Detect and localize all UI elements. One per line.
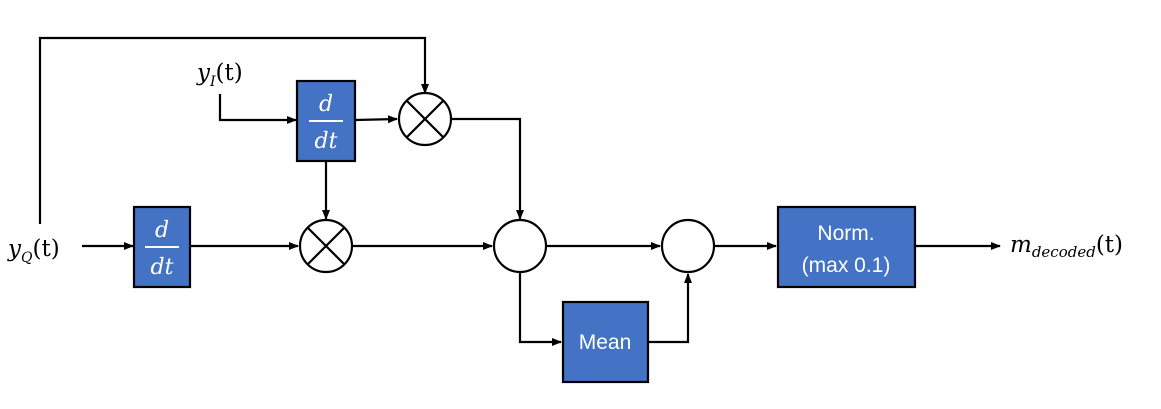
wire-mean-to-sum2 [648,273,692,344]
deriv-top-numerator: d [319,92,333,117]
wire-mult-top-to-sum [452,117,524,220]
deriv-bottom-numerator: d [155,218,169,243]
derivative-block-top: d dt [295,79,357,163]
mean-label: Mean [579,331,632,354]
output-label: mdecoded(t) [1010,232,1123,261]
summing-junction-2 [660,218,716,274]
deriv-bottom-denominator: dt [151,255,174,280]
norm-block: Norm. (max 0.1) [776,205,917,289]
wire-yi-to-deriv [218,94,297,124]
wire-yq-feedback [38,36,429,224]
input-yq-label: yQ(t) [7,236,60,266]
derivative-block-bottom: d dt [132,205,192,289]
norm-label-line2: (max 0.1) [802,254,891,277]
multiplier-bottom [298,218,354,274]
summing-junction-1 [492,218,548,274]
wire-sum1-to-mean [518,272,562,346]
wire-deriv-top-to-mult [354,115,398,124]
input-yi-label: yI(t) [196,60,243,90]
multiplier-top [397,91,453,147]
wires [38,36,1001,346]
norm-label-line1: Norm. [817,222,874,245]
deriv-top-denominator: dt [315,129,338,154]
mean-block: Mean [561,300,650,384]
